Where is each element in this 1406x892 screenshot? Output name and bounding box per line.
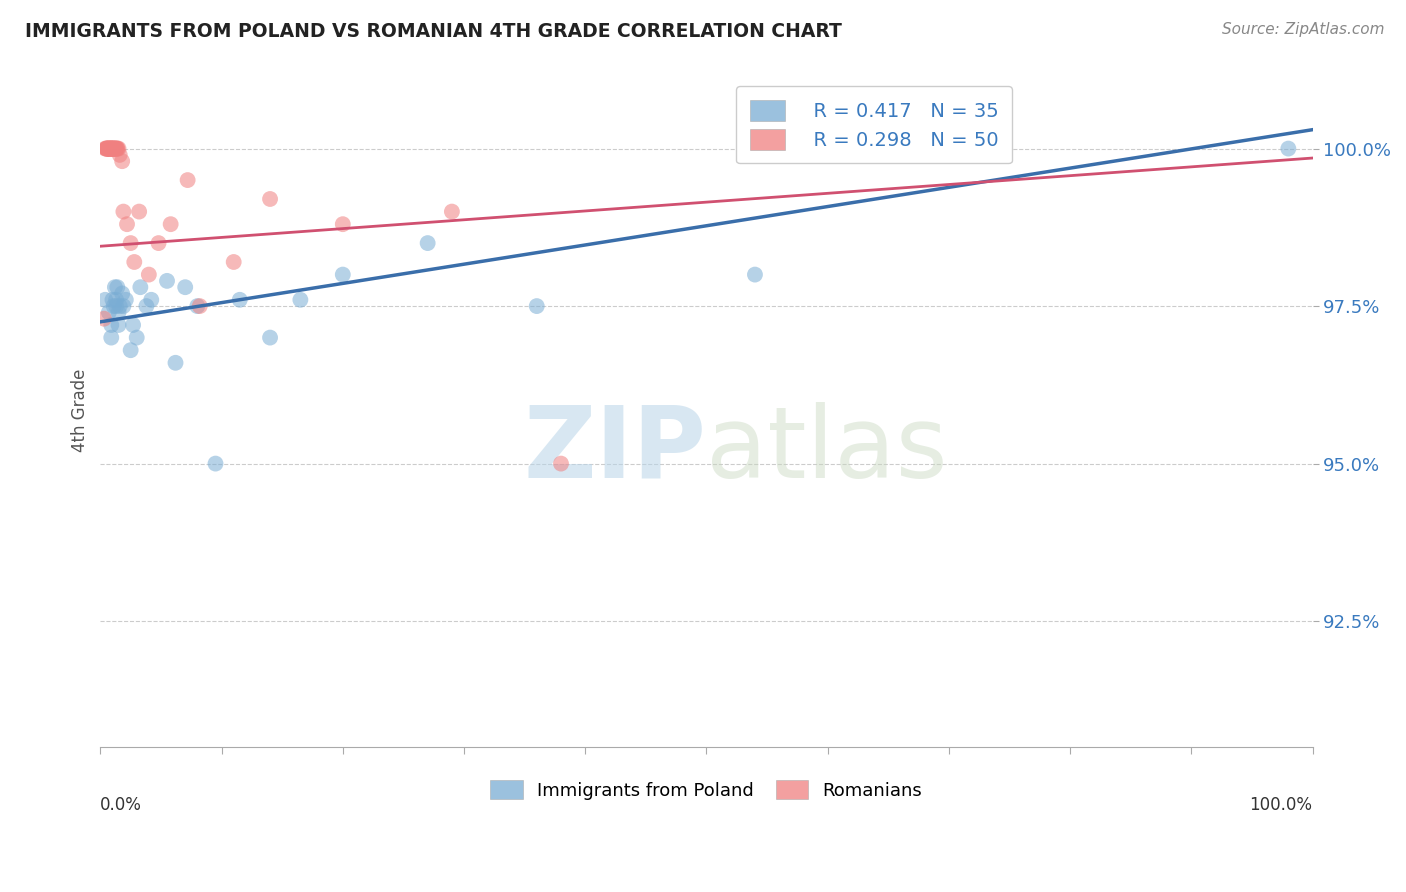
Point [105, 142, 128, 156]
Point [159, 217, 181, 231]
Point [112, 204, 135, 219]
Point [129, 280, 152, 294]
Point [120, 343, 142, 358]
Point [416, 236, 439, 251]
Point [186, 299, 208, 313]
Point [125, 330, 148, 344]
Point [97, 142, 120, 156]
Point [97, 142, 120, 156]
Text: 100.0%: 100.0% [1250, 796, 1313, 814]
Point [111, 286, 134, 301]
Point [135, 299, 157, 313]
Point [120, 236, 142, 251]
Point [105, 293, 128, 307]
Point [100, 142, 122, 156]
Point [107, 318, 129, 332]
Point [107, 305, 129, 319]
Point [100, 142, 122, 156]
Point [94, 293, 117, 307]
Text: atlas: atlas [706, 402, 948, 499]
Point [98, 142, 121, 156]
Point [259, 330, 281, 344]
Point [97, 142, 120, 156]
Point [101, 142, 124, 156]
Point [105, 142, 128, 156]
Point [97, 142, 120, 156]
Point [94, 142, 117, 156]
Point [108, 299, 131, 313]
Point [101, 293, 124, 307]
Point [148, 236, 170, 251]
Point [103, 142, 125, 156]
Point [97, 142, 120, 156]
Point [105, 280, 128, 294]
Point [174, 280, 197, 294]
Point [259, 192, 281, 206]
Point [114, 293, 136, 307]
Point [188, 299, 211, 313]
Point [105, 299, 128, 313]
Point [156, 274, 179, 288]
Point [100, 142, 122, 156]
Point [204, 457, 226, 471]
Point [332, 217, 354, 231]
Point [104, 142, 127, 156]
Point [122, 318, 145, 332]
Point [550, 457, 572, 471]
Point [97, 142, 120, 156]
Point [101, 142, 124, 156]
Text: Source: ZipAtlas.com: Source: ZipAtlas.com [1222, 22, 1385, 37]
Point [97, 142, 120, 156]
Point [107, 142, 129, 156]
Point [165, 356, 187, 370]
Point [526, 299, 548, 313]
Text: IMMIGRANTS FROM POLAND VS ROMANIAN 4TH GRADE CORRELATION CHART: IMMIGRANTS FROM POLAND VS ROMANIAN 4TH G… [25, 22, 842, 41]
Point [290, 293, 312, 307]
Point [98, 142, 121, 156]
Point [103, 299, 125, 313]
Point [101, 142, 124, 156]
Point [108, 148, 131, 162]
Point [176, 173, 198, 187]
Point [229, 293, 252, 307]
Point [128, 204, 150, 219]
Point [105, 142, 128, 156]
Point [100, 318, 122, 332]
Point [100, 330, 122, 344]
Point [112, 299, 135, 313]
Point [105, 142, 128, 156]
Point [104, 142, 127, 156]
Point [111, 154, 134, 169]
Point [138, 268, 160, 282]
Point [96, 142, 118, 156]
Point [103, 142, 125, 156]
Text: 0.0%: 0.0% [100, 796, 142, 814]
Y-axis label: 4th Grade: 4th Grade [72, 368, 89, 451]
Point [97, 305, 120, 319]
Point [124, 255, 146, 269]
Point [141, 293, 163, 307]
Point [104, 280, 127, 294]
Point [103, 142, 125, 156]
Point [1277, 142, 1299, 156]
Point [93, 311, 115, 326]
Text: ZIP: ZIP [523, 402, 706, 499]
Point [98, 142, 121, 156]
Point [104, 142, 127, 156]
Point [222, 255, 245, 269]
Point [100, 142, 122, 156]
Point [332, 268, 354, 282]
Point [744, 268, 766, 282]
Point [96, 142, 118, 156]
Legend: Immigrants from Poland, Romanians: Immigrants from Poland, Romanians [481, 772, 932, 809]
Point [115, 217, 138, 231]
Point [96, 142, 118, 156]
Point [440, 204, 463, 219]
